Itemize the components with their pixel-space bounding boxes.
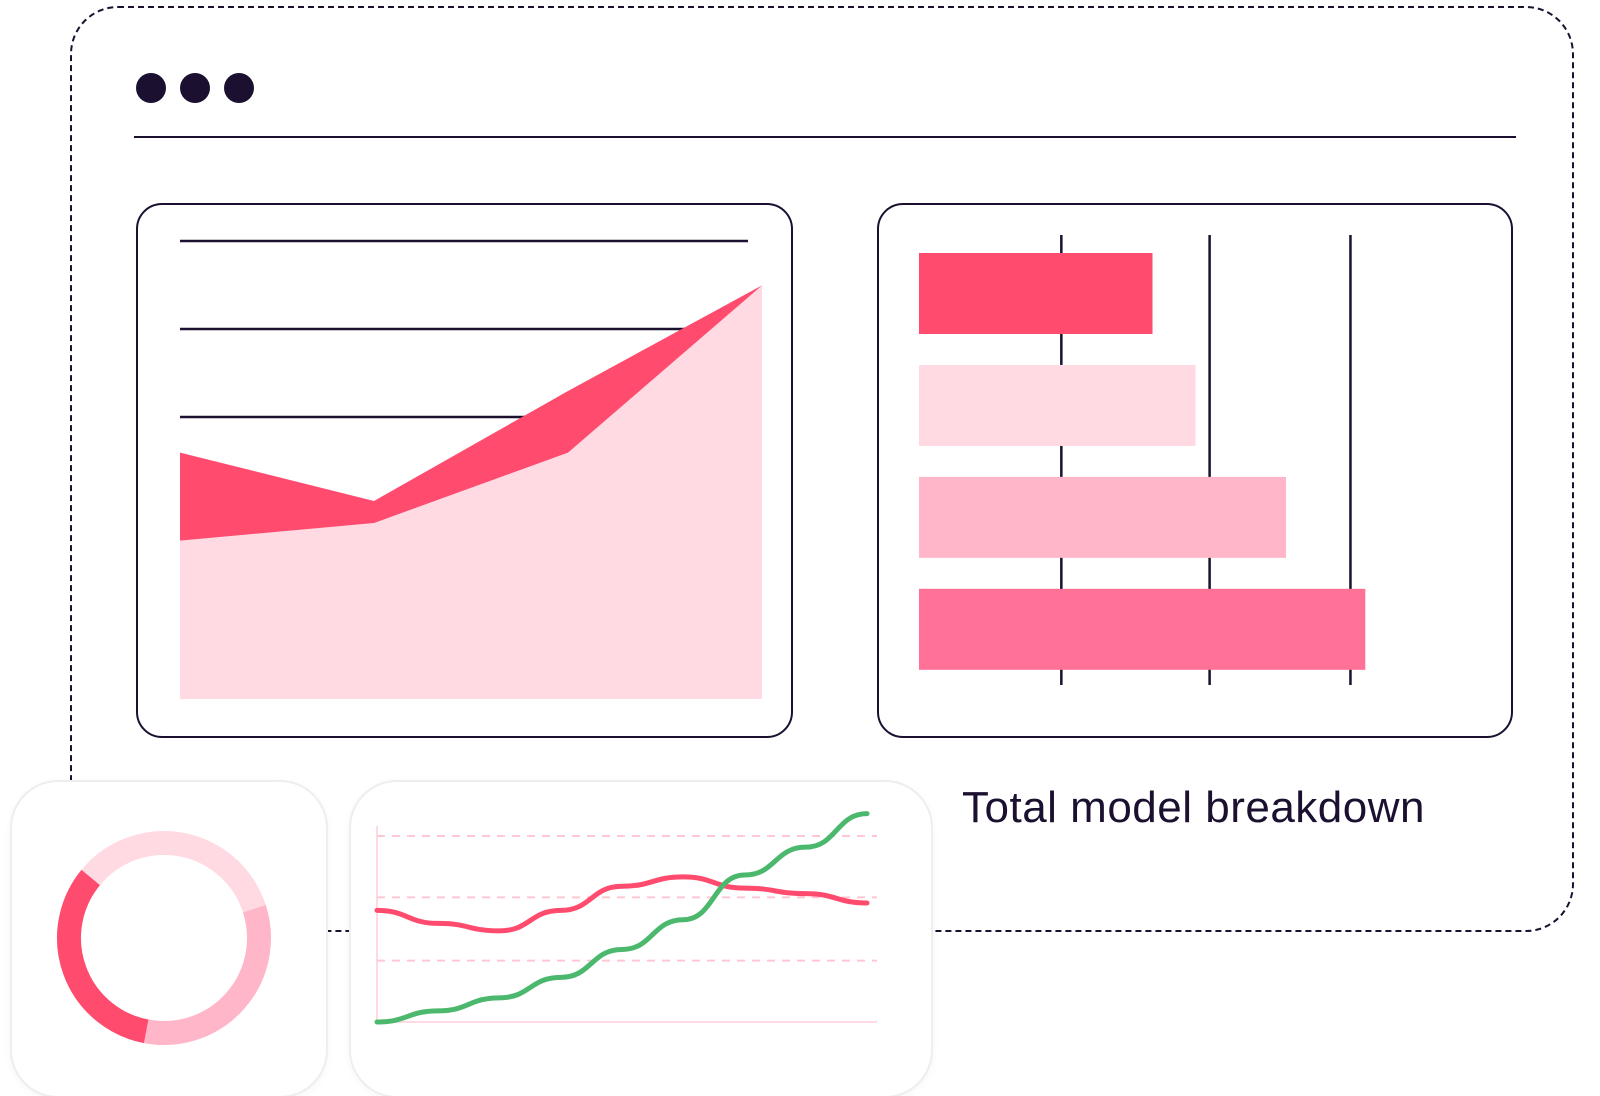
donut-slice [143,904,271,1045]
bar [919,476,1286,558]
window-dot[interactable] [224,73,254,103]
donut-slice [57,869,149,1044]
bar [919,588,1366,670]
donut-slice [163,831,266,913]
donut-slice [81,831,165,886]
donut-chart [57,831,271,1045]
bar-chart [919,235,1366,685]
line-series [374,874,870,934]
window-divider [134,136,1516,138]
window-controls [136,73,254,103]
donut-chart-card [12,782,326,1096]
line-series [374,811,870,1025]
window-dot[interactable] [136,73,166,103]
area-series [180,285,762,699]
chart-caption: Total model breakdown [962,783,1425,832]
area-chart-card [136,203,793,738]
bar [919,364,1196,446]
bar [919,253,1153,334]
line-chart-card [351,782,931,1096]
window-dot[interactable] [180,73,210,103]
bar-chart-card [877,203,1513,738]
area-chart [180,239,762,699]
line-chart [374,811,877,1025]
